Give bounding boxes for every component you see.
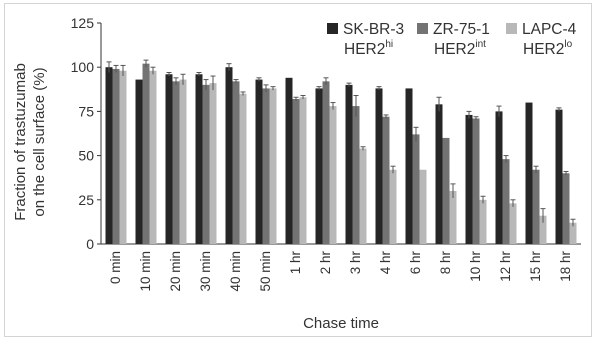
bar [262,88,270,244]
bar [375,88,383,244]
bar [405,88,413,244]
bar [149,70,157,245]
x-tick-label: 4 hr [378,250,393,274]
x-tick-label: 20 min [168,251,183,292]
bar [112,68,120,244]
x-tick-labels: 0 min 10 min 20 min 30 min 40 min 50 min 1 hr 2… [108,250,573,291]
x-tick-label: 1 hr [288,250,303,274]
bar [195,74,203,244]
legend-label-zr751-line1: ZR-75-1 [433,21,490,38]
bar [255,79,263,245]
figure-panel: 0 25 50 75 100 125 0 min 10 min 20 min 30 min 40 … [4,3,592,337]
bar [292,99,300,244]
x-tick-label: 10 hr [468,251,483,282]
bar [472,118,480,244]
x-tick-label: 10 min [138,251,153,292]
y-axis-label-line1: Fraction of trastuzumab [12,63,29,221]
bar [525,102,533,244]
bar-chart: 0 25 50 75 100 125 0 min 10 min 20 min 30 min 40 … [12,15,581,332]
bar [345,84,353,244]
bar [322,81,330,245]
bar [442,137,450,244]
x-tick-label: 0 min [108,251,123,284]
legend-label-lapc4-line1: LAPC-4 [522,21,577,38]
bar [389,169,397,244]
x-tick-label: 18 hr [558,251,573,282]
bar [555,109,563,244]
bar [435,104,443,244]
bar [299,97,307,244]
x-tick-label: 6 hr [408,250,423,274]
bar [502,159,510,244]
bar [179,79,187,245]
x-axis-label: Chase time [303,315,379,332]
x-tick-label: 50 min [258,251,273,292]
x-tick-label: 40 min [228,251,243,292]
y-tick-labels: 0 25 50 75 100 125 [71,15,95,252]
bar [532,169,540,244]
bar [209,83,217,244]
x-tick-label: 30 min [198,251,213,292]
bar [495,111,503,245]
bar [285,77,293,244]
bar [509,203,517,244]
bar [539,215,547,244]
y-tick-label: 75 [78,103,94,119]
x-tick-label: 8 hr [438,250,453,274]
bar [105,67,113,244]
bar [562,173,570,244]
y-tick-label: 0 [86,236,94,252]
legend-swatch-zr751 [417,23,428,34]
bar [165,74,173,244]
bar [239,93,247,244]
x-tick-label: 15 hr [528,251,543,282]
error-bars [106,59,576,227]
bar [172,81,180,245]
legend-item-lapc4: LAPC-4 HER2lo [506,21,577,58]
bar [232,81,240,245]
bar [352,106,360,244]
legend-item-zr751: ZR-75-1 HER2int [417,21,490,58]
y-tick-label: 50 [78,148,94,164]
bar [465,114,473,244]
bar [479,199,487,244]
bar [135,79,143,245]
bar [359,148,367,244]
legend-swatch-skbr3 [327,23,338,34]
bars [105,63,577,245]
y-tick-label: 100 [71,59,95,75]
bar [329,106,337,244]
bar [419,169,427,244]
bar [269,88,277,244]
x-tick-label: 2 hr [318,250,333,274]
x-tick-label: 12 hr [498,251,513,282]
bar [412,134,420,244]
bar [315,88,323,244]
bar [225,67,233,244]
legend-label-skbr3-line2: HER2hi [344,39,393,58]
legend-label-skbr3-line1: SK-BR-3 [343,21,404,38]
legend-label-zr751-line2: HER2int [434,39,486,58]
bar [142,63,150,244]
legend-item-skbr3: SK-BR-3 HER2hi [327,21,404,58]
bar [449,190,457,244]
bar [382,116,390,244]
bar [569,222,577,244]
bar [202,84,210,244]
bar [119,70,127,245]
y-axis-label-line2: on the cell surface (%) [31,67,48,216]
y-tick-label: 25 [78,192,94,208]
legend-label-lapc4-line2: HER2lo [523,39,573,58]
y-tick-label: 125 [71,15,95,31]
legend: SK-BR-3 HER2hi ZR-75-1 HER2int LAPC-4 HE… [327,21,577,58]
legend-swatch-lapc4 [506,23,517,34]
x-tick-label: 3 hr [348,250,363,274]
